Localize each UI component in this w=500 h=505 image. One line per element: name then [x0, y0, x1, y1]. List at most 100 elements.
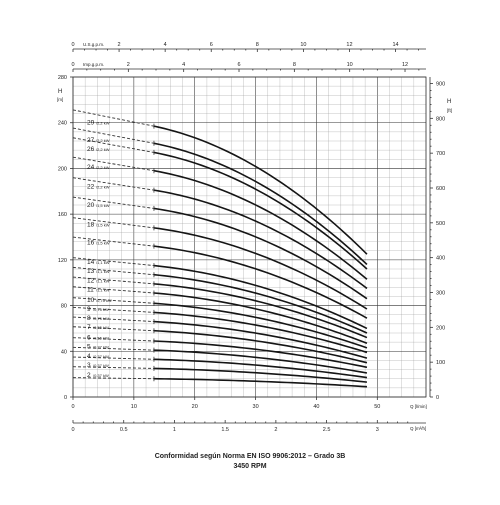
curve-label-16: 16: [87, 240, 95, 247]
curve-27: [153, 142, 368, 266]
curve-20: [153, 207, 368, 300]
y-tick-label-ft: 900: [436, 81, 445, 87]
chart-subtitle: 3450 RPM: [233, 463, 266, 470]
curve-dash-3: [72, 366, 154, 369]
curve-9: [153, 311, 368, 354]
curve-dash-24: [72, 156, 155, 172]
curve-label-8: 8: [87, 315, 91, 322]
x-tick-label-m3h: 2: [274, 427, 277, 433]
curve-dash-18: [72, 217, 155, 229]
chart-title: Conformidad según Norma EN ISO 9906:2012…: [155, 453, 346, 460]
plot-frame: [72, 76, 427, 398]
x-tick-label-impgpm: 0: [71, 62, 74, 68]
curve-dash-27: [72, 127, 155, 144]
curve-power-4: /0,37 kW: [93, 354, 109, 359]
curve-power-16: /1,5 kW: [96, 241, 110, 246]
curve-10: [153, 302, 368, 349]
x-tick-label-lmin: 40: [313, 404, 319, 410]
y-axis-unit-left: [m]: [57, 97, 63, 102]
curve-label-20: 20: [87, 202, 95, 209]
curve-29: [153, 125, 368, 255]
x-tick-label-usgpm: 10: [300, 42, 306, 48]
curve-4: [153, 358, 368, 379]
curve-3: [153, 367, 368, 383]
curve-16: [153, 245, 368, 319]
y-tick-label-ft: 0: [436, 395, 439, 401]
curve-power-13: /1,1 kW: [96, 269, 110, 274]
x-tick-label-impgpm: 6: [237, 62, 240, 68]
curve-13: [153, 273, 368, 334]
curve-14: [153, 264, 368, 330]
curve-dash-10: [72, 297, 154, 304]
y-tick-label-ft: 100: [436, 360, 445, 366]
x-tick-label-usgpm: 6: [210, 42, 213, 48]
curve-dash-26: [72, 137, 155, 153]
curve-24: [153, 169, 368, 280]
curve-power-3: /0,37 kW: [93, 363, 109, 368]
y-tick-label-m: 160: [58, 212, 67, 218]
x-tick-label-m3h: 3: [376, 427, 379, 433]
y-axis-unit-right: [ft]: [447, 108, 452, 113]
y-tick-label-m: 200: [58, 166, 67, 172]
y-tick-label-ft: 700: [436, 151, 445, 157]
curve-label-6: 6: [87, 335, 91, 342]
x-tick-label-usgpm: 14: [392, 42, 398, 48]
y-tick-label-m: 240: [58, 121, 67, 127]
y-tick-label-m: 280: [58, 75, 67, 81]
y-axis-label-right: H: [447, 99, 451, 105]
curve-dash-12: [72, 276, 154, 285]
curve-power-7: /0,55 kW: [93, 325, 109, 330]
curve-power-26: /2,2 kW: [96, 147, 110, 152]
y-tick-label-ft: 500: [436, 221, 445, 227]
curve-label-10: 10: [87, 297, 95, 304]
curve-dash-16: [72, 236, 154, 247]
curve-power-9: /0,75 kW: [93, 307, 109, 312]
x-axis-label-impgpm: Imp.g.p.m.: [83, 62, 104, 67]
x-tick-label-usgpm: 2: [118, 42, 121, 48]
curve-label-7: 7: [87, 324, 91, 331]
y-tick-label-m: 120: [58, 258, 67, 264]
curve-label-11: 11: [87, 287, 94, 294]
axes-layer: [70, 48, 433, 424]
curve-label-5: 5: [87, 344, 91, 351]
curve-power-5: /0,37 kW: [93, 345, 109, 350]
y-tick-label-ft: 600: [436, 186, 445, 192]
curve-label-27: 27: [87, 137, 95, 144]
curve-power-8: /0,75 kW: [93, 316, 109, 321]
y-tick-label-m: 80: [61, 304, 67, 310]
curve-2: [153, 377, 368, 388]
x-tick-label-usgpm: 0: [71, 42, 74, 48]
curve-dash-22: [72, 177, 155, 191]
x-tick-label-m3h: 2.5: [323, 427, 331, 433]
curve-power-6: /0,55 kW: [93, 336, 109, 341]
x-tick-label-lmin: 30: [253, 404, 259, 410]
curve-dash-7: [72, 326, 154, 332]
curve-power-22: /2,2 kW: [96, 185, 110, 190]
curve-label-4: 4: [87, 353, 91, 360]
curve-power-14: /1,1 kW: [96, 260, 110, 265]
curve-dash-29: [72, 109, 155, 127]
curve-7: [153, 329, 368, 364]
x-axis-label-usgpm: U.S.g.p.m.: [83, 42, 104, 47]
y-tick-label-m: 0: [64, 395, 67, 401]
curve-label-22: 22: [87, 184, 95, 191]
curve-8: [153, 320, 368, 359]
x-axis-label-lmin: Q [l/min]: [410, 404, 427, 409]
curve-power-27: /2,2 kW: [96, 138, 110, 143]
curve-power-24: /2,2 kW: [96, 165, 110, 170]
y-axis-label-left: H: [58, 89, 62, 95]
curve-label-24: 24: [87, 164, 95, 171]
y-tick-label-m: 40: [61, 349, 67, 355]
x-tick-label-impgpm: 8: [293, 62, 296, 68]
x-tick-label-usgpm: 12: [346, 42, 352, 48]
labels-layer: 04080120160200240280H[m]0100200300400500…: [57, 42, 452, 433]
curve-label-18: 18: [87, 221, 95, 228]
x-tick-label-impgpm: 12: [402, 62, 408, 68]
curve-dash-4: [72, 356, 154, 360]
curve-dash-13: [72, 266, 154, 276]
grid-layer: [72, 76, 427, 398]
curve-dash-14: [72, 257, 154, 267]
curve-22: [153, 189, 368, 290]
